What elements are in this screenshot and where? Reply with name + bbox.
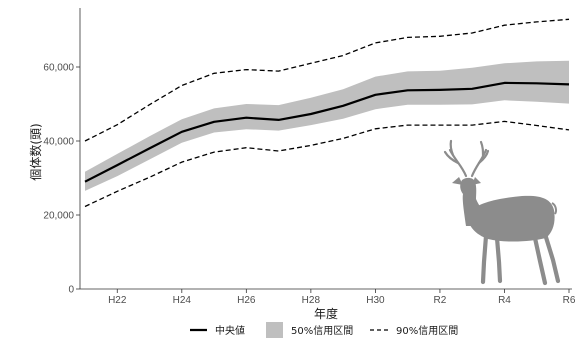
legend-interval90-label: 90%信用区間 <box>396 325 458 337</box>
x-tick-label: H28 <box>302 295 321 306</box>
legend-band50-label: 50%信用区間 <box>291 325 353 337</box>
y-axis-title: 個体数(頭) <box>28 123 43 180</box>
x-tick-label: R2 <box>434 295 447 306</box>
legend: 中央値 50%信用区間 90%信用区間 <box>190 322 458 338</box>
interval-90pct-upper <box>84 18 570 142</box>
x-tick-label: H22 <box>108 295 127 306</box>
y-tick-label: 40,000 <box>43 137 74 148</box>
plot-area <box>84 18 570 208</box>
x-tick-label: H30 <box>366 295 385 306</box>
band-50pct <box>85 60 569 191</box>
deer-silhouette-icon <box>443 139 561 286</box>
axes: 0 20,000 40,000 60,000 H22 H24 H26 H28 H30 R2 R4 R6 <box>43 8 576 306</box>
y-tick-label: 20,000 <box>43 211 74 222</box>
y-tick-label: 60,000 <box>43 63 74 74</box>
x-tick-label: H24 <box>173 295 192 306</box>
y-tick-label: 0 <box>68 285 74 296</box>
median-line <box>84 81 570 183</box>
x-tick-label: H26 <box>237 295 256 306</box>
interval-90pct-lower <box>84 120 570 208</box>
x-tick-label: R6 <box>563 295 576 306</box>
legend-band50-key <box>266 322 283 338</box>
legend-median-label: 中央値 <box>215 324 245 337</box>
x-tick-label: R4 <box>498 295 511 306</box>
x-axis-title: 年度 <box>314 306 338 321</box>
